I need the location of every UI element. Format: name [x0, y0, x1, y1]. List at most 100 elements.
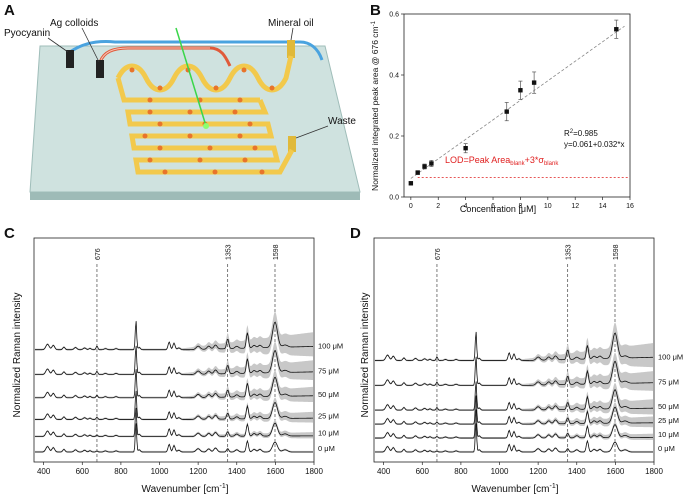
raman-xtick-label: 1000 — [151, 467, 169, 476]
laser-spot — [203, 123, 209, 129]
series-label: 100 μM — [658, 353, 683, 362]
chart-b-ylabel: Normalized integrated peak area @ 676 cm… — [370, 20, 380, 191]
series-label: 25 μM — [318, 411, 339, 420]
chart-b-xtick-label: 12 — [571, 203, 579, 210]
spectrum-line — [374, 423, 654, 453]
spectrum-line — [34, 345, 314, 375]
raman-xtick-label: 1600 — [266, 467, 284, 476]
chart-b-ytick-label: 0.0 — [389, 195, 399, 202]
spectrum-line — [374, 356, 654, 386]
raman-xtick-label: 600 — [76, 467, 90, 476]
panel-label-a: A — [4, 2, 15, 19]
spectrum-line — [34, 369, 314, 399]
fit-line — [410, 25, 625, 179]
chart-b-xtick-label: 8 — [518, 203, 522, 210]
label-mineral-oil: Mineral oil — [268, 18, 314, 29]
spectrum-band — [374, 322, 654, 368]
spectrum-band — [34, 341, 314, 380]
series-label: 100 μM — [318, 342, 343, 351]
channel-connector — [115, 77, 260, 103]
spectrum-line — [34, 423, 314, 453]
series-label: 50 μM — [318, 390, 339, 399]
series-label: 75 μM — [658, 377, 679, 386]
spectrum-line — [34, 321, 314, 351]
chart-b-xtick-label: 14 — [599, 203, 607, 210]
raman-xtick-label: 1800 — [645, 467, 663, 476]
waste-outlet — [288, 136, 296, 152]
raman-xtick-label: 400 — [377, 467, 391, 476]
ag-colloids-inlet — [96, 60, 104, 78]
series-label: 0 μM — [318, 444, 335, 453]
spectrum-line — [374, 381, 654, 411]
panel-label-d: D — [350, 225, 361, 242]
chart-b-xtick-label: 6 — [491, 203, 495, 210]
data-point — [408, 181, 414, 186]
spectrum-line — [34, 407, 314, 437]
series-label: 75 μM — [318, 367, 339, 376]
spectrum-band — [374, 394, 654, 428]
chart-b-xtick-label: 16 — [626, 203, 634, 210]
chart-b-xlabel: Concentration [μM] — [460, 204, 536, 214]
series-label: 50 μM — [658, 402, 679, 411]
raman-xtick-label: 600 — [416, 467, 430, 476]
chart-b-xtick-label: 2 — [436, 203, 440, 210]
chart-b-xtick-label: 0 — [409, 203, 413, 210]
pyocyanin-inlet — [66, 50, 74, 68]
laser-beam — [175, 27, 207, 127]
spectrum-line — [34, 390, 314, 420]
spectrum-line — [374, 331, 654, 361]
red-tube-highlight — [99, 47, 210, 63]
chart-b-xtick-label: 10 — [544, 203, 552, 210]
raman-xtick-label: 1400 — [568, 467, 586, 476]
raman-xtick-label: 1000 — [491, 467, 509, 476]
chart-b-xtick-label: 4 — [464, 203, 468, 210]
data-point — [531, 80, 537, 85]
data-point — [518, 88, 523, 93]
series-label: 10 μM — [318, 429, 339, 438]
spectrum-line — [374, 395, 654, 425]
chart-b-ytick-label: 0.4 — [389, 73, 399, 80]
raman-frame — [33, 237, 315, 463]
series-label: 10 μM — [658, 430, 679, 439]
spectrum-band — [374, 408, 654, 440]
raman-frame — [373, 237, 655, 463]
peak-marker-label: 1353 — [226, 244, 233, 260]
spectrum-band — [34, 368, 314, 403]
data-point — [422, 164, 427, 169]
chart-c-ylabel: Normalized Raman intensity — [12, 292, 23, 417]
peak-marker-label: 1598 — [273, 244, 280, 260]
spectrum-band — [34, 389, 314, 423]
serpentine-channel — [125, 99, 295, 175]
label-ag-colloids: Ag colloids — [50, 18, 98, 29]
raman-xtick-label: 1200 — [189, 467, 207, 476]
mineral-oil-inlet — [287, 40, 295, 58]
data-point — [429, 161, 434, 166]
droplets — [129, 67, 275, 175]
raman-xtick-label: 800 — [454, 467, 468, 476]
raman-xtick-label: 1800 — [305, 467, 323, 476]
chart-b-ytick-label: 0.6 — [389, 12, 399, 19]
chart-d-xlabel: Wavenumber [cm-1] — [472, 483, 559, 495]
raman-xtick-label: 800 — [114, 467, 128, 476]
fit-equation: y=0.061+0.032*x — [564, 140, 625, 149]
panel-label-b: B — [370, 2, 381, 19]
raman-xtick-label: 400 — [37, 467, 51, 476]
chip-side-face — [30, 192, 360, 200]
data-point — [463, 146, 468, 151]
label-pyocyanin: Pyocyanin — [4, 28, 50, 39]
lod-label: LOD=Peak Areablank+3*σblank — [445, 155, 559, 167]
wavy-mixing-channel — [115, 55, 294, 93]
panel-label-c: C — [4, 225, 15, 242]
label-waste: Waste — [328, 116, 356, 127]
r-squared-label: R2=0.985 — [564, 129, 598, 138]
raman-xtick-label: 1600 — [606, 467, 624, 476]
blue-tube — [69, 40, 324, 61]
spectrum-band — [374, 352, 654, 391]
peak-marker-label: 1598 — [613, 244, 620, 260]
peak-marker-label: 1353 — [566, 244, 573, 260]
spectrum-band — [374, 380, 654, 415]
spectrum-band — [34, 311, 314, 357]
